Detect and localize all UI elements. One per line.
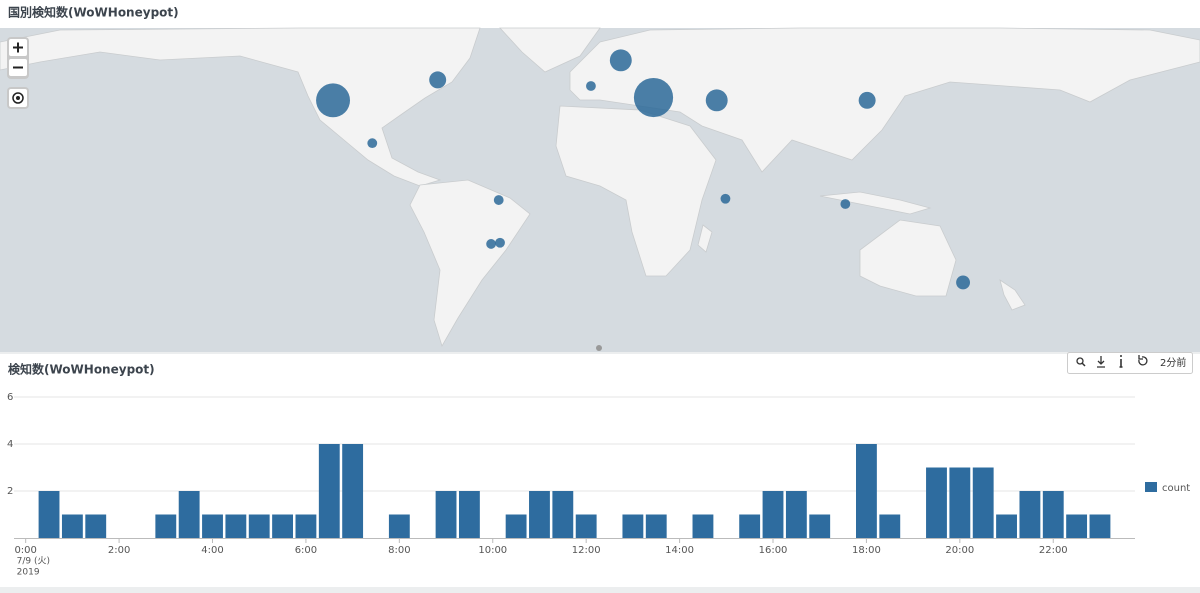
land [499,27,601,73]
bubble [633,77,674,118]
bar [996,514,1017,538]
x-year-label: 2019 [17,568,40,578]
bar [272,514,293,538]
x-tick-label: 18:00 [852,545,881,556]
bar [762,491,784,538]
bubble [609,49,632,72]
bar [388,514,410,538]
bubble [493,195,504,205]
x-date-label: 7/9 (火) [17,556,50,567]
bar [202,514,223,538]
refresh-icon [1138,355,1143,360]
x-tick-label: 14:00 [665,545,694,556]
land [697,224,713,253]
bar [295,514,317,538]
panel-divider [0,352,1200,354]
y-tick-label: 2 [7,486,13,497]
x-tick-label: 2:00 [108,545,130,556]
bubble [367,138,378,149]
map-title: 国別検知数(WoWHoneypot) [8,5,179,20]
zoom-in-icon [13,42,23,53]
bar [575,514,597,538]
bar [552,491,574,538]
bar [248,514,270,538]
bubble [316,83,351,118]
bar [692,514,714,538]
bar [785,491,807,538]
land [819,191,932,215]
land [859,219,957,297]
bar [809,514,831,538]
x-tick-label: 20:00 [945,545,974,556]
refresh-icon[interactable] [1138,356,1148,366]
bar [85,514,107,538]
bottom-strip [0,587,1200,593]
bar [342,444,364,538]
locate-icon [12,92,24,104]
bar [225,514,247,538]
bar [645,514,667,538]
bar [622,514,644,538]
bar [178,491,200,538]
legend-swatch [1145,482,1157,492]
legend-label: count [1162,483,1190,494]
bar [505,514,527,538]
map [0,27,1200,352]
x-tick-label: 6:00 [295,545,317,556]
last-updated: 2分前 [1160,356,1186,369]
land [555,105,717,277]
bubble [956,275,970,290]
y-tick-label: 4 [7,439,13,450]
resize-handle[interactable] [596,345,602,351]
bubble [840,199,851,209]
y-tick-label: 6 [7,392,13,403]
x-tick-label: 4:00 [201,545,223,556]
bubble [705,89,728,112]
bar [739,514,761,538]
x-tick-label: 8:00 [388,545,410,556]
bar [529,491,550,538]
x-tick-label: 12:00 [572,545,601,556]
x-tick-label: 16:00 [759,545,788,556]
toolbar: 2分前 [1067,352,1193,374]
bar [972,467,994,538]
bar [856,444,877,538]
bar [926,467,947,538]
bar [38,491,60,538]
bubble [858,91,876,109]
export-icon[interactable] [1097,356,1105,368]
locate-icon [16,96,20,100]
search-icon[interactable] [1076,357,1084,365]
bubble [720,193,731,204]
bar-title: 検知数(WoWHoneypot) [8,362,155,377]
zoom-controls [7,37,29,109]
info-icon [1120,355,1122,357]
bar [61,514,83,538]
bubble [586,81,596,91]
land [409,179,531,348]
bar [1042,491,1064,538]
x-tick-label: 22:00 [1039,545,1068,556]
bubble [495,237,505,248]
bar [949,467,971,538]
info-icon[interactable] [1119,359,1123,368]
bar [879,514,901,538]
toolbar-box [1067,352,1193,374]
bar [318,444,340,538]
bar [435,491,457,538]
bar [1089,514,1111,538]
bubble [486,239,496,249]
bar [1019,491,1041,538]
x-tick-label: 10:00 [478,545,507,556]
bar [1066,514,1088,538]
bubble [429,71,447,89]
search-icon [1081,362,1086,367]
bar [458,491,480,538]
bar [155,514,177,538]
land [999,279,1026,311]
x-tick-label: 0:00 [14,545,36,556]
